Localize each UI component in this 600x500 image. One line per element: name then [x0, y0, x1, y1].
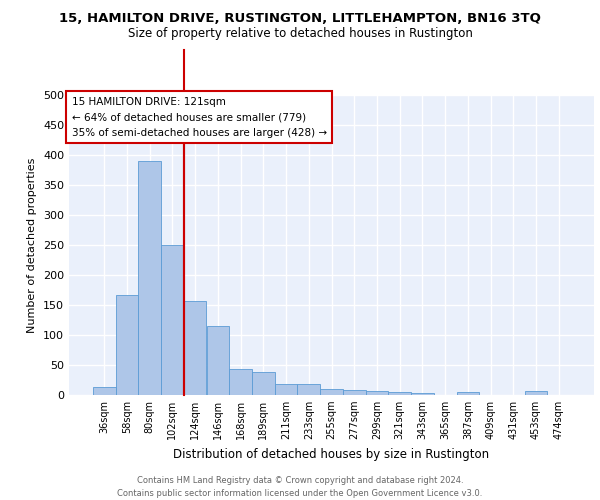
Bar	[298, 384, 320, 395]
Bar	[93, 387, 116, 395]
Bar	[411, 392, 434, 395]
Bar	[275, 384, 298, 395]
Bar	[252, 372, 275, 395]
Bar	[320, 389, 343, 395]
Bar	[206, 326, 229, 395]
Bar	[524, 392, 547, 395]
X-axis label: Distribution of detached houses by size in Rustington: Distribution of detached houses by size …	[173, 448, 490, 460]
Y-axis label: Number of detached properties: Number of detached properties	[28, 158, 37, 332]
Bar	[116, 295, 139, 395]
Bar	[229, 368, 252, 395]
Text: 15 HAMILTON DRIVE: 121sqm
← 64% of detached houses are smaller (779)
35% of semi: 15 HAMILTON DRIVE: 121sqm ← 64% of detac…	[71, 96, 327, 138]
Bar	[388, 392, 411, 395]
Bar	[184, 301, 206, 395]
Text: Contains HM Land Registry data © Crown copyright and database right 2024.
Contai: Contains HM Land Registry data © Crown c…	[118, 476, 482, 498]
Text: Size of property relative to detached houses in Rustington: Size of property relative to detached ho…	[128, 28, 472, 40]
Bar	[139, 161, 161, 395]
Text: 15, HAMILTON DRIVE, RUSTINGTON, LITTLEHAMPTON, BN16 3TQ: 15, HAMILTON DRIVE, RUSTINGTON, LITTLEHA…	[59, 12, 541, 26]
Bar	[343, 390, 365, 395]
Bar	[457, 392, 479, 395]
Bar	[365, 392, 388, 395]
Bar	[161, 245, 184, 395]
